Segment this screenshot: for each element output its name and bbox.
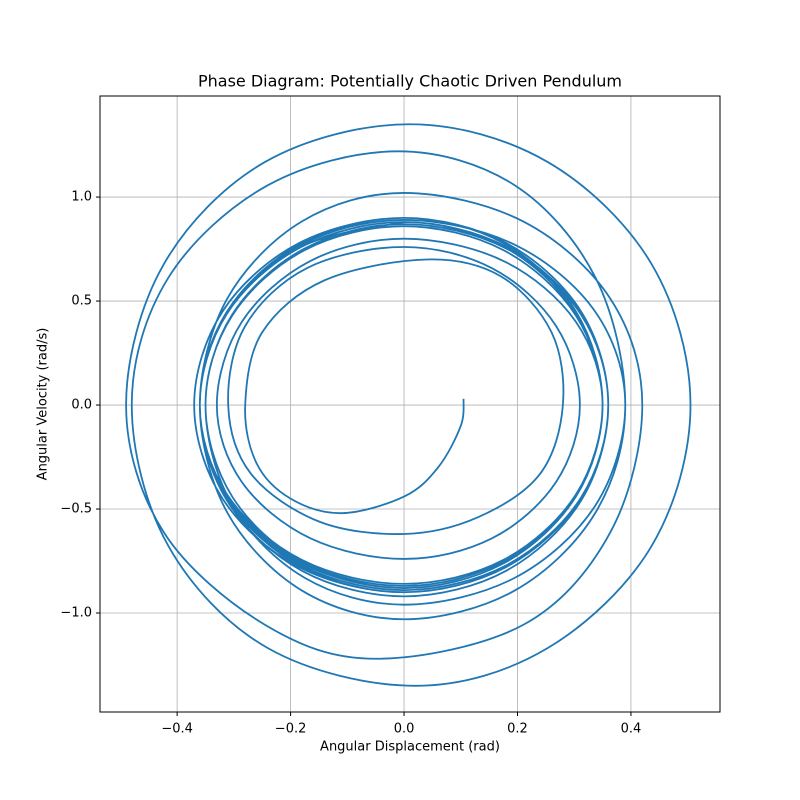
x-axis-label: Angular Displacement (rad) xyxy=(320,740,500,755)
plot-frame xyxy=(99,95,721,713)
y-axis-label: Angular Velocity (rad/s) xyxy=(36,328,51,481)
y-tick-label: −1.0 xyxy=(60,606,92,621)
trajectory xyxy=(125,123,692,687)
x-tick-label: 0.4 xyxy=(621,722,642,737)
y-tick-label: −0.5 xyxy=(60,502,92,517)
x-tick-label: −0.4 xyxy=(161,722,193,737)
x-tick-label: 0.0 xyxy=(394,722,415,737)
chart-title: Phase Diagram: Potentially Chaotic Drive… xyxy=(198,72,622,91)
y-tick-label: 1.0 xyxy=(71,190,92,205)
y-tick-label: 0.5 xyxy=(71,294,92,309)
x-tick-label: 0.2 xyxy=(507,722,528,737)
x-tick-label: −0.2 xyxy=(275,722,307,737)
y-tick-label: 0.0 xyxy=(71,398,92,413)
